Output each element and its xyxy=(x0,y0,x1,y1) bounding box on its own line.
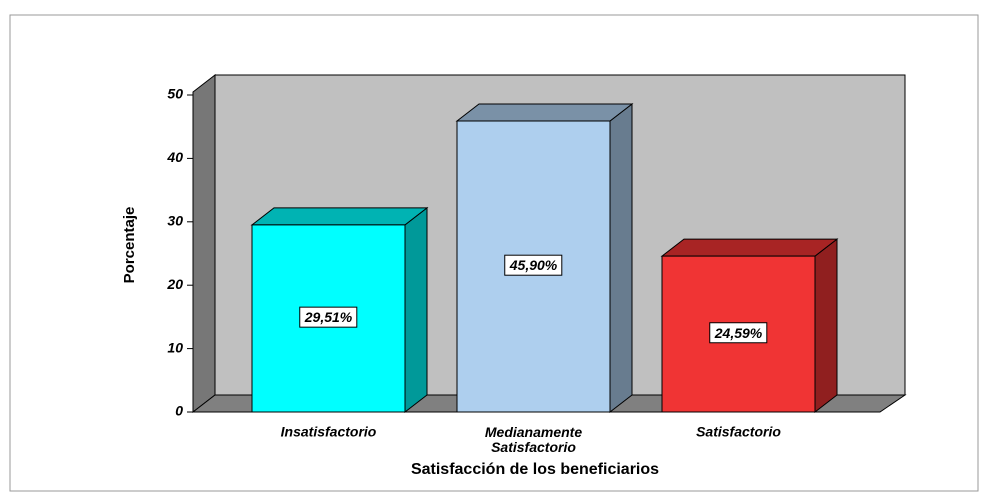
bar-side xyxy=(404,206,428,414)
bar-side xyxy=(814,238,838,414)
y-tick-label: 10 xyxy=(167,339,183,355)
bar-top xyxy=(660,238,839,257)
y-tick-label: 40 xyxy=(166,149,183,165)
value-label-box xyxy=(299,306,358,328)
bar-top xyxy=(250,207,429,226)
y-tick-label: 50 xyxy=(167,86,183,102)
y-axis-label: Porcentaje xyxy=(121,207,138,284)
bar-side xyxy=(609,102,633,414)
value-label: 24,59% xyxy=(714,325,763,341)
y-tick-label: 0 xyxy=(175,403,183,419)
side-wall xyxy=(192,73,216,414)
x-tick-label: Satisfactorio xyxy=(696,424,781,440)
value-label: 29,51% xyxy=(304,309,353,325)
value-label-box xyxy=(709,322,768,344)
bar-top xyxy=(455,103,634,122)
value-label-box xyxy=(504,254,563,276)
x-tick-label: Insatisfactorio xyxy=(281,424,377,440)
x-axis-label: Satisfacción de los beneficiarios xyxy=(411,461,659,478)
y-tick-label: 30 xyxy=(167,213,183,229)
value-label: 45,90% xyxy=(509,257,558,273)
y-tick-label: 20 xyxy=(166,276,183,292)
x-tick-label: Medianamente Satisfactorio xyxy=(485,424,582,455)
